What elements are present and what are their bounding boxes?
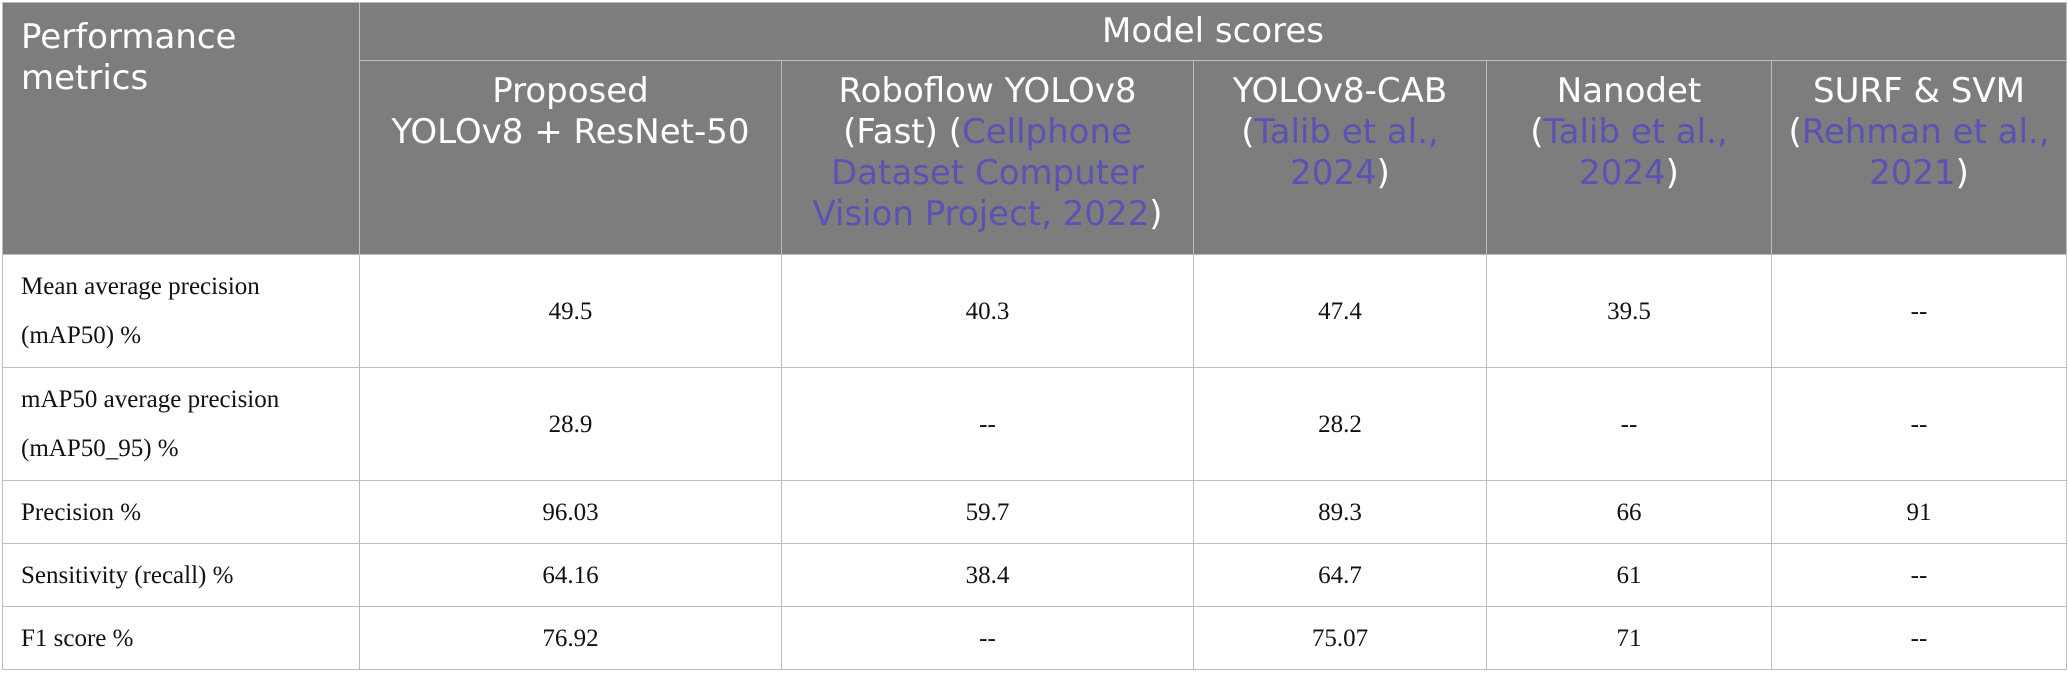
model-header-surf-svm: SURF & SVM (Rehman et al., 2021) (1771, 60, 2067, 255)
model-header-nanodet: Nanodet (Talib et al., 2024) (1486, 60, 1772, 255)
value-cell: 71 (1486, 606, 1772, 670)
value-cell: 75.07 (1193, 606, 1487, 670)
table-row-precision: Precision % 96.03 59.7 89.3 66 91 (2, 480, 2067, 544)
value-cell: 39.5 (1486, 254, 1772, 368)
header-row-group: Performance metrics Model scores (2, 2, 2067, 255)
citation-link[interactable]: Rehman et al., 2021 (1801, 112, 2050, 193)
citation-open: ( (1788, 112, 1802, 152)
model-header-proposed: Proposed YOLOv8 + ResNet-50 (359, 60, 782, 255)
citation-link[interactable]: Cellphone Dataset Computer Vision Projec… (812, 112, 1150, 234)
table-row-map50-95: mAP50 average precision (mAP50_95) % 28.… (2, 367, 2067, 481)
value-cell: -- (1486, 367, 1772, 481)
model-scores-header: Model scores (359, 2, 2067, 61)
value-cell: 91 (1771, 480, 2067, 544)
header-row-models: Proposed YOLOv8 + ResNet-50 Roboflow YOL… (3, 60, 2067, 255)
value-cell: -- (1771, 254, 2067, 368)
model-name: YOLOv8-CAB (1232, 71, 1448, 111)
value-cell: -- (1771, 543, 2067, 607)
value-cell: 66 (1486, 480, 1772, 544)
metric-label: Sensitivity (recall) % (2, 543, 360, 607)
table-row-map50: Mean average precision (mAP50) % 49.5 40… (2, 254, 2067, 368)
value-cell: 59.7 (781, 480, 1194, 544)
citation-link[interactable]: Talib et al., 2024 (1543, 112, 1728, 193)
citation-close: ) (1955, 153, 1969, 193)
model-scores-table: Performance metrics Model scores Propose… (2, 2, 2067, 670)
value-cell: 28.2 (1193, 367, 1487, 481)
model-header-yolov8-cab: YOLOv8-CAB (Talib et al., 2024) (1193, 60, 1487, 255)
value-cell: 47.4 (1193, 254, 1487, 368)
citation-close: ) (1665, 153, 1679, 193)
value-cell: -- (781, 367, 1194, 481)
table-row-f1: F1 score % 76.92 -- 75.07 71 -- (2, 606, 2067, 670)
value-cell: -- (781, 606, 1194, 670)
value-cell: 49.5 (359, 254, 782, 368)
value-cell: 64.16 (359, 543, 782, 607)
value-cell: 76.92 (359, 606, 782, 670)
model-name: Nanodet (1556, 71, 1702, 111)
value-cell: 38.4 (781, 543, 1194, 607)
model-name: SURF & SVM (1813, 71, 2025, 111)
model-variant: (Fast) ( (843, 112, 962, 152)
model-header-roboflow: Roboflow YOLOv8 (Fast) (Cellphone Datase… (781, 60, 1194, 255)
model-name-line2: YOLOv8 + ResNet-50 (391, 112, 750, 152)
citation-link[interactable]: Talib et al., 2024 (1254, 112, 1439, 193)
model-name: Roboflow YOLOv8 (838, 71, 1137, 111)
value-cell: 96.03 (359, 480, 782, 544)
value-cell: 40.3 (781, 254, 1194, 368)
citation-open: ( (1241, 112, 1255, 152)
metric-label: mAP50 average precision (mAP50_95) % (2, 367, 360, 481)
value-cell: -- (1771, 367, 2067, 481)
value-cell: 61 (1486, 543, 1772, 607)
table-row-sensitivity: Sensitivity (recall) % 64.16 38.4 64.7 6… (2, 543, 2067, 607)
model-name: Proposed (492, 71, 649, 111)
value-cell: -- (1771, 606, 2067, 670)
citation-close: ) (1376, 153, 1390, 193)
performance-metrics-header: Performance metrics (2, 2, 360, 255)
metric-label: Precision % (2, 480, 360, 544)
value-cell: 28.9 (359, 367, 782, 481)
value-cell: 64.7 (1193, 543, 1487, 607)
citation-close: ) (1149, 194, 1163, 234)
citation-open: ( (1530, 112, 1544, 152)
metric-label: Mean average precision (mAP50) % (2, 254, 360, 368)
value-cell: 89.3 (1193, 480, 1487, 544)
metric-label: F1 score % (2, 606, 360, 670)
